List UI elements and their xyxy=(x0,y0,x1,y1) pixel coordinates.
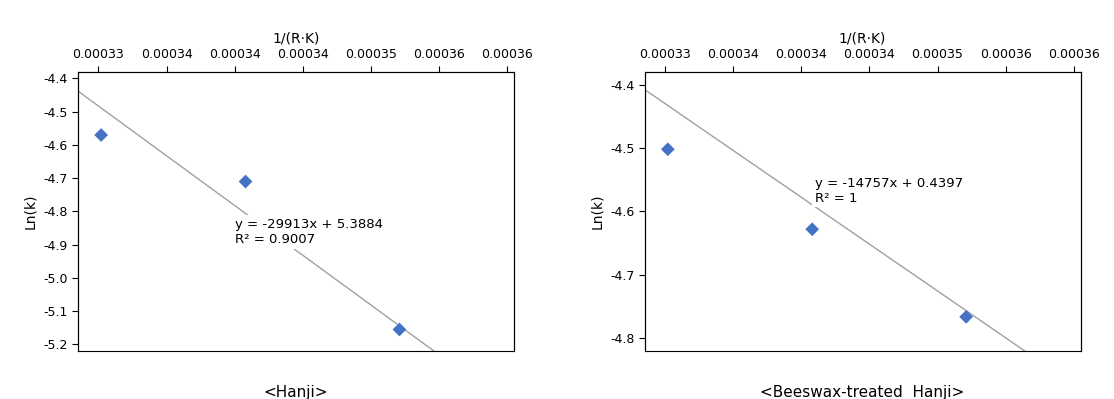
Point xyxy=(658,146,676,152)
Y-axis label: Ln(k): Ln(k) xyxy=(23,194,38,229)
X-axis label: 1/(R·K): 1/(R·K) xyxy=(839,32,887,46)
Text: y = -29913x + 5.3884
R² = 0.9007: y = -29913x + 5.3884 R² = 0.9007 xyxy=(235,218,382,246)
Text: <Hanji>: <Hanji> xyxy=(264,385,329,399)
Point xyxy=(236,178,254,185)
X-axis label: 1/(R·K): 1/(R·K) xyxy=(272,32,320,46)
Text: y = -14757x + 0.4397
R² = 1: y = -14757x + 0.4397 R² = 1 xyxy=(815,176,964,205)
Point xyxy=(391,326,409,333)
Point xyxy=(957,314,975,320)
Text: <Beeswax-treated  Hanji>: <Beeswax-treated Hanji> xyxy=(761,385,965,399)
Point xyxy=(92,132,110,138)
Point xyxy=(803,226,821,233)
Y-axis label: Ln(k): Ln(k) xyxy=(590,194,604,229)
